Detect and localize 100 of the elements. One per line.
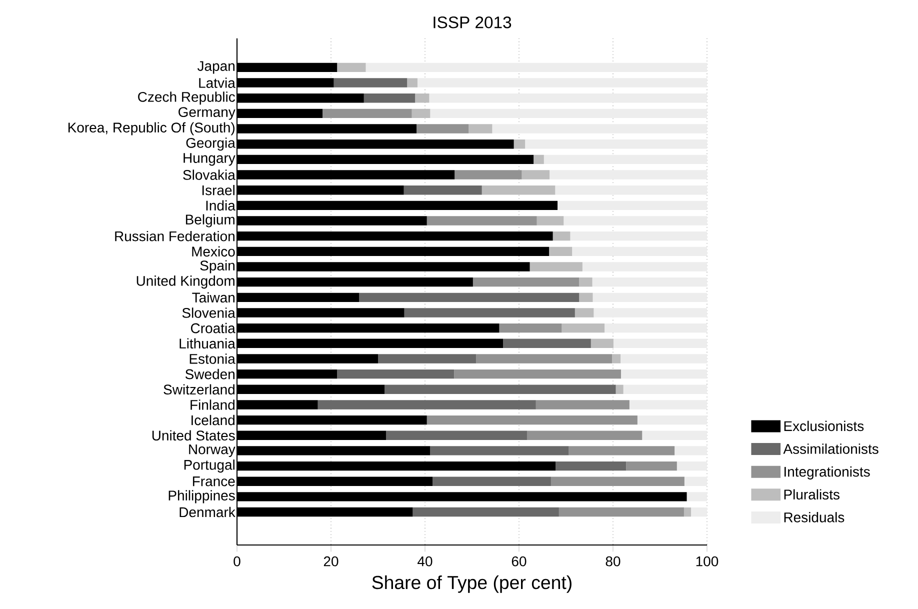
bar (492, 124, 707, 134)
bar (454, 170, 522, 180)
bar (426, 415, 638, 425)
bar (556, 461, 626, 471)
bar (514, 140, 526, 149)
bar (579, 277, 592, 287)
bar (555, 186, 707, 195)
chart-title: ISSP 2013 (434, 16, 512, 28)
x-tick-label: 40 (418, 556, 432, 566)
bar (616, 384, 624, 394)
bar (570, 231, 707, 241)
bar (417, 78, 707, 88)
bar (499, 323, 562, 333)
legend-label: Pluralists (784, 489, 840, 500)
bar (430, 446, 569, 456)
bar (684, 507, 692, 517)
bar (562, 323, 605, 333)
bar (590, 338, 614, 348)
y-tick-label: Taiwan (192, 292, 234, 303)
y-tick-label: Sweden (185, 368, 234, 380)
y-tick-label: Germany (178, 107, 236, 120)
y-tick-label: United States (152, 430, 235, 441)
bar (691, 507, 707, 517)
bar (536, 216, 564, 226)
y-tick-label: Finland (190, 400, 234, 410)
y-tick-label: Switzerland (164, 384, 234, 395)
x-tick-label: 80 (606, 556, 620, 566)
bar (676, 461, 707, 471)
bar (629, 400, 707, 410)
y-tick-label: Slovakia (183, 170, 236, 180)
bar (637, 415, 707, 425)
bar (642, 430, 707, 440)
bar (620, 354, 707, 364)
bar (558, 200, 707, 210)
bar (620, 369, 707, 379)
bar (337, 369, 454, 379)
x-tick-label: 20 (324, 556, 338, 566)
bar (623, 384, 707, 394)
bar (430, 108, 707, 118)
bar (525, 140, 707, 149)
y-tick-label: Belgium (186, 214, 234, 228)
bar (476, 354, 612, 364)
bar (684, 476, 707, 486)
bar (407, 78, 418, 88)
bar (359, 292, 580, 302)
bar (613, 338, 707, 348)
bar (530, 262, 582, 272)
x-tick-label: 0 (234, 556, 240, 566)
y-tick-label: Korea, Republic Of (South) (68, 122, 234, 136)
bar (544, 154, 707, 164)
y-tick-label: Philippines (168, 490, 235, 504)
bar (572, 246, 707, 256)
legend-label: Exclusionists (784, 420, 864, 432)
y-tick-label: Slovenia (182, 308, 236, 318)
bar (592, 277, 707, 287)
y-tick-label: Japan (197, 61, 234, 74)
y-tick-label: Portugal (184, 460, 234, 473)
legend-label: Residuals (784, 512, 844, 522)
bar (604, 323, 707, 333)
bar (454, 369, 621, 379)
bar (386, 430, 527, 440)
bar (552, 231, 570, 241)
bar (472, 277, 580, 287)
y-tick-label: Mexico (192, 246, 235, 257)
bar (550, 170, 707, 180)
y-tick-label: Israel (202, 184, 234, 196)
y-tick-label: France (192, 476, 235, 486)
bar (415, 94, 430, 103)
y-tick-label: Norway (189, 444, 236, 457)
legend-label: Assimilationists (783, 444, 878, 454)
bar (592, 292, 707, 302)
bar (416, 124, 469, 134)
bar (384, 384, 616, 394)
bar (526, 430, 642, 440)
bar (334, 78, 408, 88)
y-tick-label: Iceland (192, 414, 234, 426)
bar (337, 62, 366, 72)
y-tick-label: Denmark (180, 506, 236, 518)
bar (536, 400, 630, 410)
y-tick-label: Estonia (190, 354, 236, 364)
bar (426, 216, 537, 226)
y-tick-label: Spain (200, 260, 234, 274)
bar (404, 308, 575, 318)
legend-label: Integrationists (784, 466, 870, 480)
bar (568, 446, 675, 456)
bar (412, 507, 559, 517)
bar (549, 246, 572, 256)
bar (366, 62, 707, 72)
bar (612, 354, 621, 364)
bar (318, 400, 536, 410)
x-tick-label: 100 (696, 556, 718, 566)
y-tick-label: India (206, 200, 236, 211)
bar (522, 170, 550, 180)
bar (432, 476, 551, 486)
y-tick-label: Czech Republic (138, 92, 235, 105)
y-tick-label: Georgia (186, 138, 236, 151)
bar (468, 124, 492, 134)
bar (534, 154, 544, 164)
bar (564, 216, 707, 226)
bar (364, 94, 416, 103)
